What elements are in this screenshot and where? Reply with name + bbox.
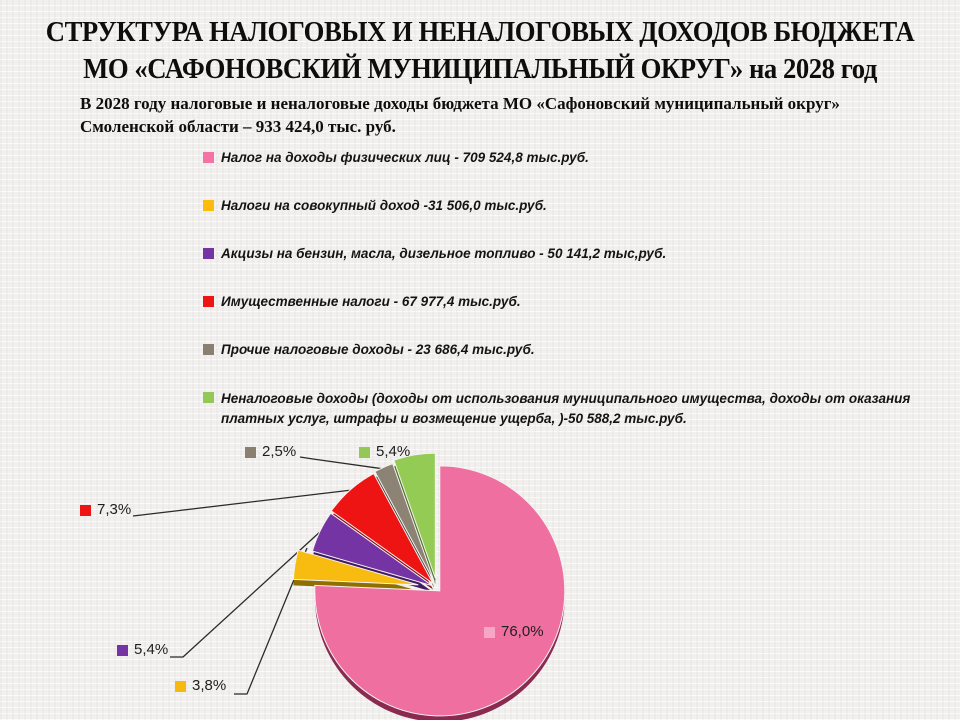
data-label-value: 5,4% xyxy=(134,641,169,658)
data-label-nenalogovye: 5,4% xyxy=(359,443,410,460)
data-label-key-icon xyxy=(80,504,91,516)
pie-slice xyxy=(330,472,434,584)
data-label-value: 3,8% xyxy=(192,677,227,694)
data-label-key-icon xyxy=(359,446,370,458)
legend-color-swatch xyxy=(203,296,214,307)
legend-item: Налоги на совокупный доход -31 506,0 тыс… xyxy=(203,197,923,214)
pie-slice xyxy=(292,549,419,586)
leader-line-yellow xyxy=(234,547,308,695)
slide-title: СТРУКТУРА НАЛОГОВЫХ И НЕНАЛОГОВЫХ ДОХОДО… xyxy=(45,16,915,85)
legend-color-swatch xyxy=(203,392,214,403)
leader-line-gray xyxy=(299,456,385,470)
pie-slice xyxy=(393,452,436,579)
legend-color-swatch xyxy=(203,152,214,163)
legend-item: Прочие налоговые доходы - 23 686,4 тыс.р… xyxy=(203,341,923,358)
legend-item-label: Неналоговые доходы (доходы от использова… xyxy=(221,391,911,426)
data-label-value: 2,5% xyxy=(262,443,297,460)
pie-slice xyxy=(314,465,566,717)
pie-chart xyxy=(132,452,566,720)
chart-legend: Налог на доходы физических лиц - 709 524… xyxy=(203,149,923,429)
data-label-ndfl: 76,0% xyxy=(484,623,544,640)
legend-item-label: Прочие налоговые доходы - 23 686,4 тыс.р… xyxy=(221,342,535,357)
data-label-key-icon xyxy=(117,644,128,656)
data-label-akcizy: 5,4% xyxy=(117,641,168,658)
legend-color-swatch xyxy=(203,344,214,355)
leader-lines xyxy=(132,456,385,695)
data-label-value: 76,0% xyxy=(501,623,544,640)
slide-subtitle: В 2028 году налоговые и неналоговые дохо… xyxy=(80,94,840,136)
legend-color-swatch xyxy=(203,248,214,259)
legend-item-label: Налог на доходы физических лиц - 709 524… xyxy=(221,150,589,165)
legend-item: Неналоговые доходы (доходы от использова… xyxy=(203,389,923,429)
data-label-value: 7,3% xyxy=(97,501,132,518)
data-label-sovokupnyj: 3,8% xyxy=(175,677,226,694)
legend-item: Акцизы на бензин, масла, дизельное топли… xyxy=(203,245,923,262)
data-label-prochie: 2,5% xyxy=(245,443,296,460)
pie-slices xyxy=(292,452,566,717)
legend-item-label: Налоги на совокупный доход -31 506,0 тыс… xyxy=(221,198,547,213)
pie-slice xyxy=(374,463,435,582)
leader-line-red xyxy=(132,489,353,517)
data-label-key-icon xyxy=(484,626,495,638)
data-label-value: 5,4% xyxy=(376,443,411,460)
legend-color-swatch xyxy=(203,200,214,211)
data-label-imushchestvennye: 7,3% xyxy=(80,501,131,518)
pie-slice xyxy=(311,512,433,587)
data-label-key-icon xyxy=(175,680,186,692)
legend-item: Налог на доходы физических лиц - 709 524… xyxy=(203,149,923,166)
leader-line-purple xyxy=(170,529,323,658)
data-label-key-icon xyxy=(245,446,256,458)
legend-item-label: Имущественные налоги - 67 977,4 тыс.руб. xyxy=(221,294,521,309)
legend-item-label: Акцизы на бензин, масла, дизельное топли… xyxy=(221,246,667,261)
legend-item: Имущественные налоги - 67 977,4 тыс.руб. xyxy=(203,293,923,310)
